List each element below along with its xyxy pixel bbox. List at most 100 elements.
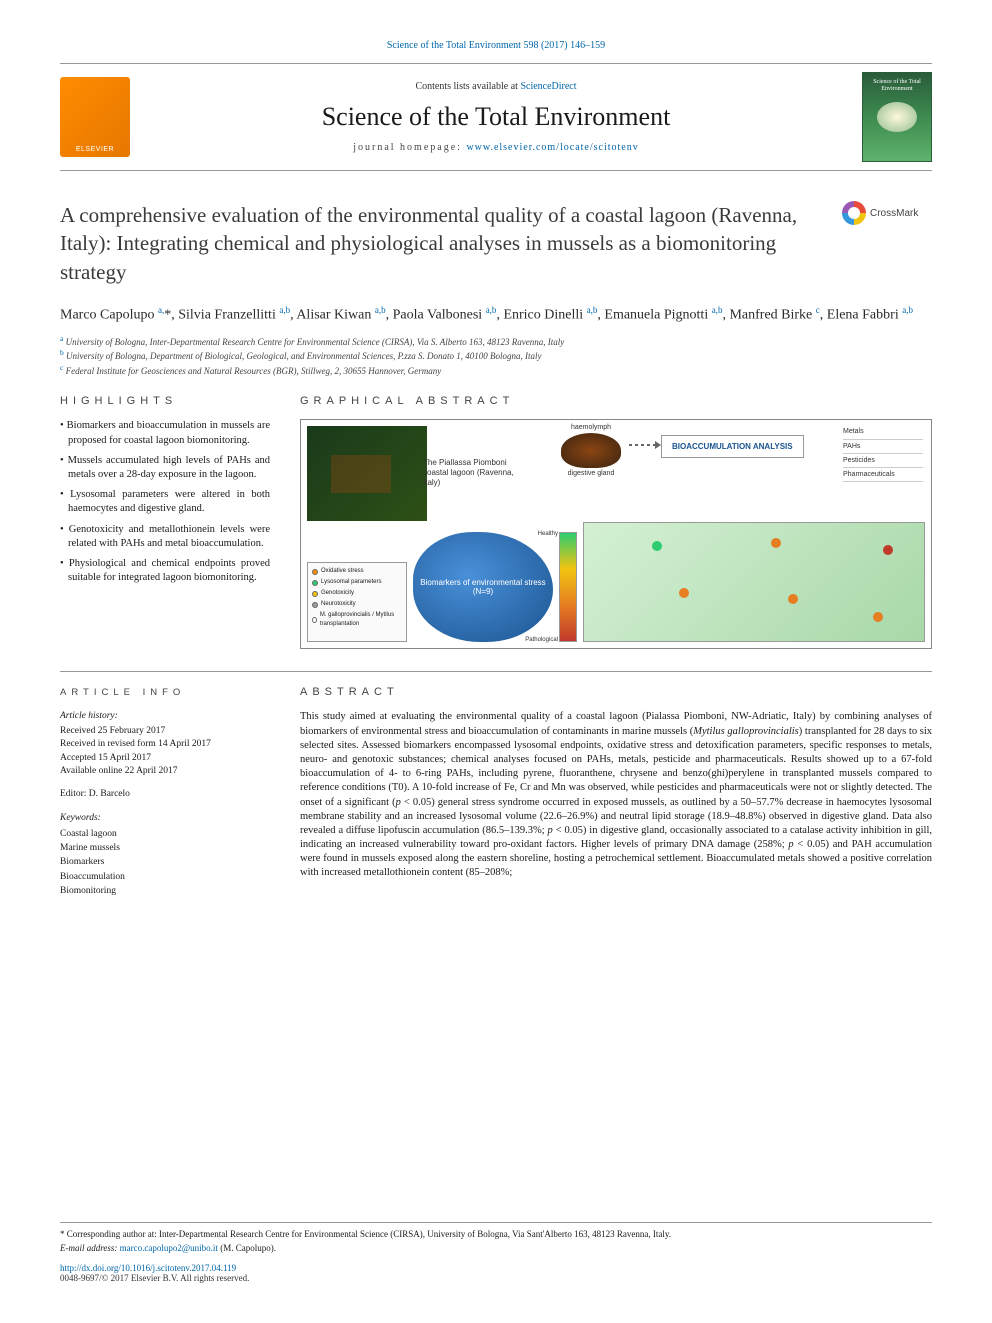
article-title: A comprehensive evaluation of the enviro… [60,201,822,286]
highlight-item: Lysosomal parameters were altered in bot… [60,488,270,516]
abstract-heading: ABSTRACT [300,686,932,698]
legend-label: Genotoxicity [321,589,354,598]
crossmark-badge[interactable]: CrossMark [842,201,932,225]
highlights-list: Biomarkers and bioaccumulation in mussel… [60,419,270,585]
ga-arrow-icon [629,444,657,446]
highlight-item: Genotoxicity and metallothionein levels … [60,523,270,551]
crossmark-label: CrossMark [870,208,918,219]
legend-label: Neurotoxicity [321,600,356,609]
ga-site-dot [873,612,883,622]
affiliation-line: b University of Bologna, Department of B… [60,348,932,363]
history-list: Received 25 February 2017Received in rev… [60,725,270,778]
citation-header: Science of the Total Environment 598 (20… [60,40,932,51]
ga-category-list: MetalsPAHsPesticidesPharmaceuticals [843,425,923,482]
ga-site-dot [679,588,689,598]
ga-healthbar: Healthy Pathological [559,532,577,642]
ga-site-dot [771,538,781,548]
highlights-heading: HIGHLIGHTS [60,395,270,407]
homepage-line: journal homepage: www.elsevier.com/locat… [130,142,862,153]
history-line: Received in revised form 14 April 2017 [60,738,270,751]
keywords-label: Keywords: [60,812,270,825]
ga-legend-item: Oxidative stress [312,567,402,576]
copyright-line: 0048-9697/© 2017 Elsevier B.V. All right… [60,1273,932,1283]
history-line: Received 25 February 2017 [60,725,270,738]
sciencedirect-link[interactable]: ScienceDirect [520,81,576,92]
legend-dot-icon [312,591,318,597]
author-list: Marco Capolupo a,*, Silvia Franzellitti … [60,304,932,326]
ga-legend-item: Neurotoxicity [312,600,402,609]
ga-satellite-map [307,426,427,521]
ga-legend-item: Genotoxicity [312,589,402,598]
email-link[interactable]: marco.capolupo2@unibo.it [120,1243,218,1253]
ga-site-dot [788,594,798,604]
legend-dot-icon [312,569,318,575]
ga-lagoon-label: The Piallassa Piomboni coastal lagoon (R… [423,458,533,487]
highlights-block: HIGHLIGHTS Biomarkers and bioaccumulatio… [60,395,270,649]
affiliations: a University of Bologna, Inter-Departmen… [60,334,932,378]
history-label: Article history: [60,710,270,723]
ga-category: Pesticides [843,454,923,468]
cover-label: Science of the Total Environment [863,79,931,92]
keyword: Biomonitoring [60,884,270,898]
highlight-item: Biomarkers and bioaccumulation in mussel… [60,419,270,447]
contents-prefix: Contents lists available at [415,81,520,92]
keyword: Biomarkers [60,855,270,869]
title-row: A comprehensive evaluation of the enviro… [60,201,932,286]
history-line: Available online 22 April 2017 [60,765,270,778]
legend-label: Oxidative stress [321,567,364,576]
ga-central-label: Biomarkers of environmental stress (N=9) [413,578,553,596]
graphical-abstract: The Piallassa Piomboni coastal lagoon (R… [300,419,932,649]
ga-bottom-row: Oxidative stress Lysosomal parameters Geno… [307,522,925,642]
ga-mussel-photo: haemolymph digestive gland [561,424,621,477]
abstract-block: ABSTRACT This study aimed at evaluating … [300,686,932,898]
keywords-list: Coastal lagoonMarine musselsBiomarkersBi… [60,827,270,898]
ga-legend-item: Lysosomal parameters [312,578,402,587]
journal-cover: Science of the Total Environment [862,72,932,162]
ga-central-mussel: Biomarkers of environmental stress (N=9) [413,532,553,642]
ga-healthbar-wrap: Healthy Pathological [559,532,577,642]
abstract-text: This study aimed at evaluating the envir… [300,710,932,880]
graphical-abstract-block: GRAPHICAL ABSTRACT The Piallassa Piombon… [300,395,932,649]
journal-name: Science of the Total Environment [130,102,862,132]
cover-art [877,102,917,132]
article-info-block: ARTICLE INFO Article history: Received 2… [60,686,270,898]
ga-bioacc-box: BIOACCUMULATION ANALYSIS [661,435,804,458]
banner-center: Contents lists available at ScienceDirec… [130,81,862,153]
ga-category: PAHs [843,440,923,454]
affiliation-line: a University of Bologna, Inter-Departmen… [60,334,932,349]
ga-healthy-label: Healthy [520,531,558,537]
legend-label: Lysosomal parameters [321,578,381,587]
keyword: Bioaccumulation [60,870,270,884]
ga-category: Metals [843,425,923,439]
ga-site-dot [652,541,662,551]
legend-dot-icon [312,602,318,608]
ga-haemolymph-label: haemolymph [571,424,611,431]
email-label: E-mail address: [60,1243,120,1253]
info-heading: ARTICLE INFO [60,686,270,699]
affiliation-line: c Federal Institute for Geosciences and … [60,363,932,378]
ga-digestive-label: digestive gland [568,470,615,477]
email-suffix: (M. Capolupo). [218,1243,276,1253]
ga-pathological-label: Pathological [520,637,558,643]
ga-site-map [583,522,925,642]
history-line: Accepted 15 April 2017 [60,752,270,765]
keyword: Coastal lagoon [60,827,270,841]
keyword: Marine mussels [60,841,270,855]
journal-banner: ELSEVIER Contents lists available at Sci… [60,63,932,171]
graphical-heading: GRAPHICAL ABSTRACT [300,395,932,407]
footer: * Corresponding author at: Inter-Departm… [60,1222,932,1283]
doi-link[interactable]: http://dx.doi.org/10.1016/j.scitotenv.20… [60,1263,932,1273]
ga-category: Pharmaceuticals [843,468,923,482]
crossmark-icon [842,201,866,225]
info-abstract-row: ARTICLE INFO Article history: Received 2… [60,686,932,898]
homepage-link[interactable]: www.elsevier.com/locate/scitotenv [466,142,638,153]
homepage-prefix: journal homepage: [353,142,466,153]
section-rule [60,671,932,672]
ga-site-dot [883,545,893,555]
email-line: E-mail address: marco.capolupo2@unibo.it… [60,1243,932,1253]
legend-dot-icon [312,580,318,586]
contents-line: Contents lists available at ScienceDirec… [130,81,862,92]
editor-line: Editor: D. Barcelo [60,788,270,801]
corresponding-author: * Corresponding author at: Inter-Departm… [60,1229,932,1239]
legend-dot-icon [312,617,317,623]
